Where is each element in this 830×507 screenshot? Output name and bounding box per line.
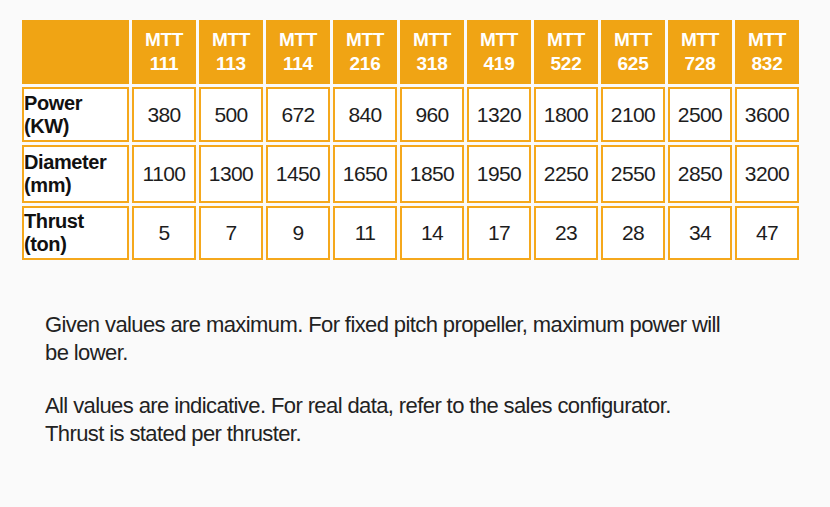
table-cell: 1950 xyxy=(467,145,531,203)
table-cell: 11 xyxy=(333,206,397,260)
table-row-thrust: Thrust (ton) 5 7 9 11 14 17 23 28 34 47 xyxy=(22,206,799,260)
table-cell: 47 xyxy=(735,206,799,260)
row-label-thrust: Thrust (ton) xyxy=(22,206,129,260)
column-header-mtt113: MTT 113 xyxy=(199,20,263,84)
table-row-power: Power (KW) 380 500 672 840 960 1320 1800… xyxy=(22,87,799,142)
table-cell: 2100 xyxy=(601,87,665,142)
column-header-mtt832: MTT 832 xyxy=(735,20,799,84)
corner-cell xyxy=(22,20,129,84)
table-cell: 7 xyxy=(199,206,263,260)
footnotes: Given values are maximum. For fixed pitc… xyxy=(45,311,830,448)
table-cell: 1650 xyxy=(333,145,397,203)
table-cell: 3600 xyxy=(735,87,799,142)
table-cell: 840 xyxy=(333,87,397,142)
row-label-diameter: Diameter (mm) xyxy=(22,145,129,203)
table-cell: 380 xyxy=(132,87,196,142)
table-cell: 672 xyxy=(266,87,330,142)
column-header-mtt419: MTT 419 xyxy=(467,20,531,84)
column-header-mtt111: MTT 111 xyxy=(132,20,196,84)
table-cell: 2500 xyxy=(668,87,732,142)
column-header-mtt114: MTT 114 xyxy=(266,20,330,84)
note-indicative-values: All values are indicative. For real data… xyxy=(45,392,830,448)
table-cell: 5 xyxy=(132,206,196,260)
note-line: be lower. xyxy=(45,339,830,367)
table-cell: 14 xyxy=(400,206,464,260)
table-cell: 1100 xyxy=(132,145,196,203)
table-cell: 17 xyxy=(467,206,531,260)
column-header-mtt625: MTT 625 xyxy=(601,20,665,84)
header-row: MTT 111 MTT 113 MTT 114 MTT 216 MTT 318 … xyxy=(22,20,799,84)
table-cell: 2250 xyxy=(534,145,598,203)
table-cell: 28 xyxy=(601,206,665,260)
table-cell: 2850 xyxy=(668,145,732,203)
row-label-power: Power (KW) xyxy=(22,87,129,142)
column-header-mtt522: MTT 522 xyxy=(534,20,598,84)
table-cell: 1450 xyxy=(266,145,330,203)
table-cell: 9 xyxy=(266,206,330,260)
table-row-diameter: Diameter (mm) 1100 1300 1450 1650 1850 1… xyxy=(22,145,799,203)
table-cell: 500 xyxy=(199,87,263,142)
spec-table: MTT 111 MTT 113 MTT 114 MTT 216 MTT 318 … xyxy=(19,17,802,263)
note-line: All values are indicative. For real data… xyxy=(45,392,830,420)
note-line: Thrust is stated per thruster. xyxy=(45,420,830,448)
column-header-mtt728: MTT 728 xyxy=(668,20,732,84)
note-maximum-values: Given values are maximum. For fixed pitc… xyxy=(45,311,830,367)
table-cell: 1300 xyxy=(199,145,263,203)
note-line: Given values are maximum. For fixed pitc… xyxy=(45,311,830,339)
column-header-mtt318: MTT 318 xyxy=(400,20,464,84)
table-cell: 1320 xyxy=(467,87,531,142)
table-cell: 34 xyxy=(668,206,732,260)
table-cell: 2550 xyxy=(601,145,665,203)
table-cell: 1850 xyxy=(400,145,464,203)
table-cell: 960 xyxy=(400,87,464,142)
table-cell: 1800 xyxy=(534,87,598,142)
column-header-mtt216: MTT 216 xyxy=(333,20,397,84)
table-cell: 23 xyxy=(534,206,598,260)
table-cell: 3200 xyxy=(735,145,799,203)
thruster-spec-table-section: MTT 111 MTT 113 MTT 114 MTT 216 MTT 318 … xyxy=(19,17,830,263)
